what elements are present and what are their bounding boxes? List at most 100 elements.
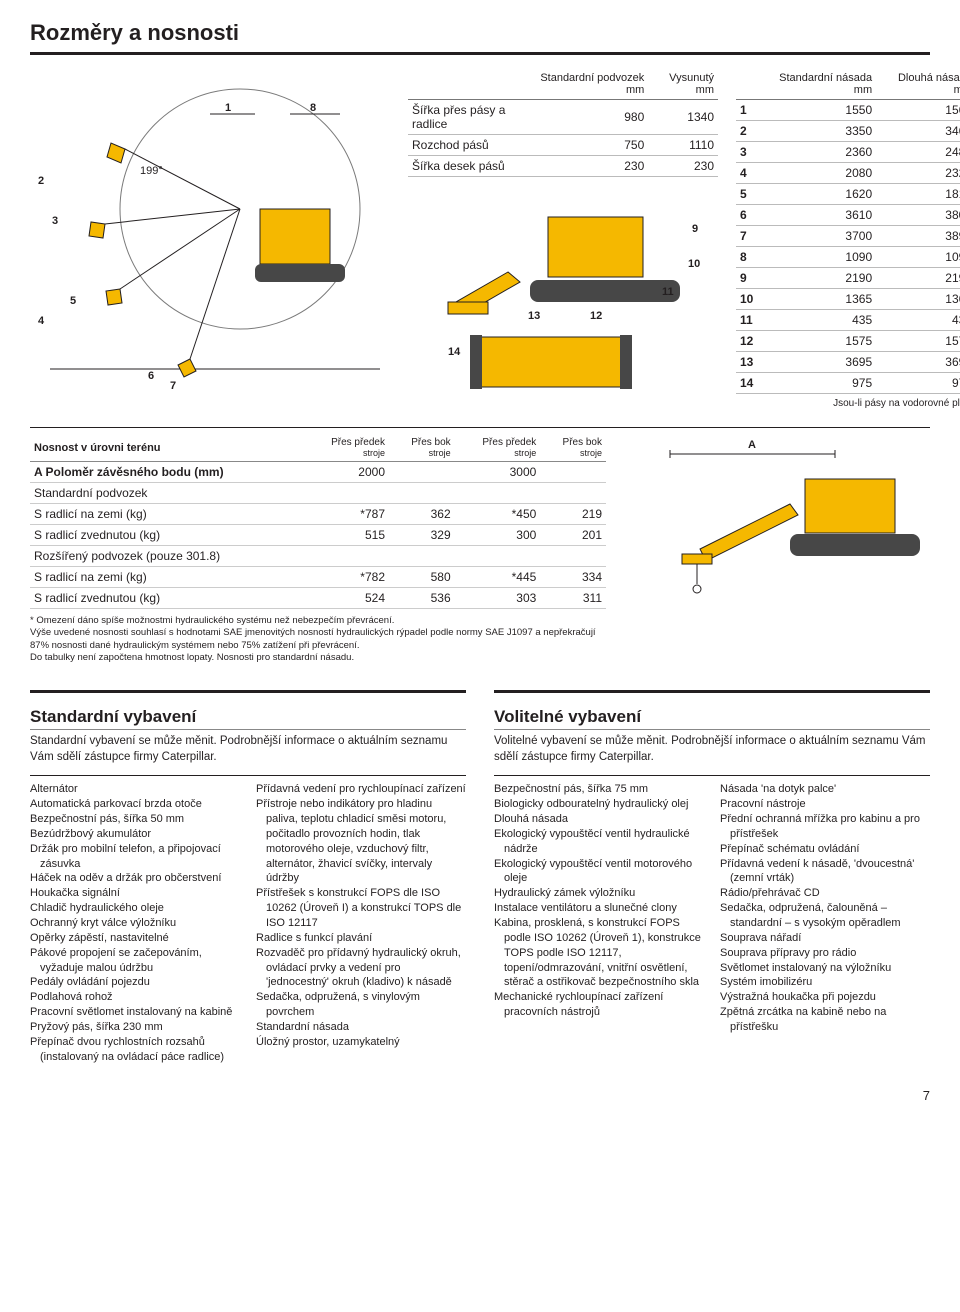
rule — [494, 775, 930, 776]
cell: 980 — [530, 100, 648, 135]
list-item: Houkačka signální — [30, 886, 240, 901]
dim-label: 2 — [38, 175, 44, 187]
cell: Standardní podvozek — [30, 483, 606, 504]
col-header: Dlouhá násada mm — [876, 69, 960, 100]
list-item: Opěrky zápěstí, nastavitelné — [30, 931, 240, 946]
list-item: Kabina, prosklená, s konstrukcí FOPS pod… — [494, 916, 704, 990]
col-header: Standardní podvozek mm — [530, 69, 648, 100]
list-item: Dlouhá násada — [494, 812, 704, 827]
diagram-angle-label: 199° — [140, 165, 163, 177]
page-title: Rozměry a nosnosti — [30, 20, 930, 46]
cell: 8 — [736, 247, 757, 268]
std-equip-intro: Standardní vybavení se může měnit. Podro… — [30, 734, 466, 765]
table-row: A Poloměr závěsného bodu (mm)20003000 — [30, 462, 606, 483]
list-item: Systém imobilizéru — [720, 975, 930, 990]
cell: 536 — [389, 588, 455, 609]
cell: 3000 — [455, 462, 541, 483]
page-number: 7 — [30, 1088, 930, 1103]
note-line: Výše uvedené nosnosti souhlasí s hodnota… — [30, 627, 606, 652]
cell: S radlicí na zemi (kg) — [30, 504, 303, 525]
cell: 3890 — [876, 226, 960, 247]
cell: 1365 — [876, 289, 960, 310]
cell: Rozchod pásů — [408, 135, 530, 156]
cell: Šířka desek pásů — [408, 156, 530, 177]
cell: 6 — [736, 205, 757, 226]
list-item: Sedačka, odpružená, čalouněná – standard… — [720, 901, 930, 931]
capacity-notes: * Omezení dáno spíše možnostmi hydraulic… — [30, 615, 606, 664]
list-item: Automatická parkovací brzda otoče — [30, 797, 240, 812]
table-row: 11435435 — [736, 310, 960, 331]
rule — [30, 427, 930, 428]
table-row: Rozchod pásů7501110 — [408, 135, 718, 156]
rule — [494, 690, 930, 693]
opt-equip-title: Volitelné vybavení — [494, 707, 930, 727]
col-header: Standardní násada mm — [757, 69, 876, 100]
stick-dims-column: Standardní násada mm Dlouhá násada mm 11… — [736, 69, 960, 409]
list-item: Násada 'na dotyk palce' — [720, 782, 930, 797]
table-row: 921902190 — [736, 268, 960, 289]
list-item: Rádio/přehrávač CD — [720, 886, 930, 901]
cell: 1575 — [757, 331, 876, 352]
cell: *450 — [455, 504, 541, 525]
cell: 2360 — [757, 142, 876, 163]
dim-label: 7 — [170, 380, 176, 389]
note-line: * Omezení dáno spíše možnostmi hydraulic… — [30, 615, 606, 627]
list-item: Hydraulický zámek výložníku — [494, 886, 704, 901]
table-row: 115501560 — [736, 100, 960, 121]
list-item: Háček na oděv a držák pro občerstvení — [30, 871, 240, 886]
std-equip-title: Standardní vybavení — [30, 707, 466, 727]
cell: 362 — [389, 504, 455, 525]
cell: *782 — [303, 567, 389, 588]
cell: 435 — [757, 310, 876, 331]
cell: 3700 — [757, 226, 876, 247]
rule — [30, 690, 466, 693]
cell: S radlicí na zemi (kg) — [30, 567, 303, 588]
cell: 3460 — [876, 121, 960, 142]
dim-label: 11 — [662, 286, 674, 298]
std-equip-list-col2: Přídavná vedení pro rychloupínací zaříze… — [256, 782, 466, 1064]
cell: 524 — [303, 588, 389, 609]
opt-equip-intro: Volitelné vybavení se může měnit. Podrob… — [494, 734, 930, 765]
cell: 303 — [455, 588, 541, 609]
rule — [494, 729, 930, 730]
table-row: S radlicí na zemi (kg)*782580*445334 — [30, 567, 606, 588]
main-diagram-column: 199° 1 8 2 3 4 5 6 7 — [30, 69, 390, 409]
cell: 3 — [736, 142, 757, 163]
dim-label: 5 — [70, 295, 76, 307]
table-row: S radlicí na zemi (kg)*787362*450219 — [30, 504, 606, 525]
col-header: Vysunutý mm — [648, 69, 718, 100]
table-row: 737003890 — [736, 226, 960, 247]
dim-label: 10 — [688, 258, 700, 270]
optional-equipment-column: Volitelné vybavení Volitelné vybavení se… — [494, 690, 930, 1064]
list-item: Standardní násada — [256, 1020, 466, 1035]
table-row: 516201810 — [736, 184, 960, 205]
cell: 1550 — [757, 100, 876, 121]
list-item: Zpětná zrcátka na kabině nebo na přístře… — [720, 1005, 930, 1035]
cell: 1110 — [648, 135, 718, 156]
list-item: Pracovní světlomet instalovaný na kabině — [30, 1005, 240, 1020]
cell: S radlicí zvednutou (kg) — [30, 588, 303, 609]
table-row: Šířka desek pásů230230 — [408, 156, 718, 177]
list-item: Instalace ventilátoru a slunečné clony — [494, 901, 704, 916]
cell: 3610 — [757, 205, 876, 226]
cell: 13 — [736, 352, 757, 373]
table-row: 233503460 — [736, 121, 960, 142]
dim-label: 8 — [310, 102, 316, 114]
table-row: 1336953695 — [736, 352, 960, 373]
capacity-diagram-column: A — [630, 434, 930, 664]
list-item: Přepínač schématu ovládání — [720, 842, 930, 857]
cell: 2190 — [757, 268, 876, 289]
cell: 11 — [736, 310, 757, 331]
cell: 9 — [736, 268, 757, 289]
table-row: 420802320 — [736, 163, 960, 184]
opt-equip-list-col1: Bezpečnostní pás, šířka 75 mmBiologicky … — [494, 782, 704, 1034]
table-row: Šířka přes pásy a radlice9801340 — [408, 100, 718, 135]
cell: Rozšířený podvozek (pouze 301.8) — [30, 546, 606, 567]
list-item: Pracovní nástroje — [720, 797, 930, 812]
cell: 14 — [736, 373, 757, 394]
std-equip-list-col1: AlternátorAutomatická parkovací brzda ot… — [30, 782, 240, 1064]
cell: S radlicí zvednutou (kg) — [30, 525, 303, 546]
cell — [540, 462, 606, 483]
list-item: Držák pro mobilní telefon, a připojovací… — [30, 842, 240, 872]
cell: 1575 — [876, 331, 960, 352]
